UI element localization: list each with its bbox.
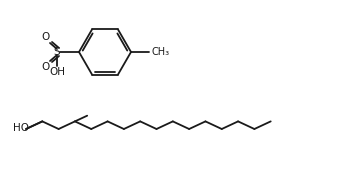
Text: S: S — [54, 47, 60, 57]
Text: O: O — [42, 62, 50, 72]
Text: HO: HO — [13, 123, 29, 133]
Text: O: O — [42, 32, 50, 42]
Text: CH₃: CH₃ — [151, 47, 169, 57]
Text: OH: OH — [49, 67, 65, 77]
